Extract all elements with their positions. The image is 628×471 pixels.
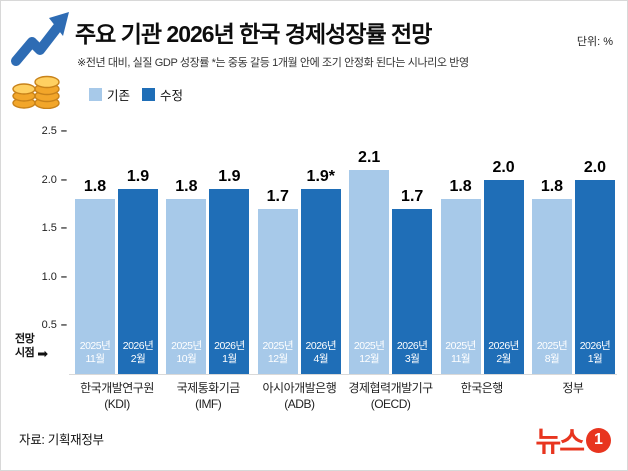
- existing-bar-unit: 1.8 2025년 11월: [440, 178, 481, 374]
- news1-logo: 뉴스 1: [535, 420, 611, 460]
- institution-label: 한국은행: [460, 381, 504, 395]
- legend-label-existing: 기존: [107, 89, 131, 103]
- bar-value-label: 1.9*: [306, 168, 336, 185]
- x-axis-labels: 한국개발연구원 (KDI) 국제통화기금 (IMF) 아시아개발은행 (ADB) 경제협력개…: [75, 380, 615, 412]
- legend-swatch-existing: [89, 88, 102, 101]
- bar-value-label: 1.8: [83, 178, 107, 195]
- bar-date-label: 2025년 11월: [79, 339, 111, 366]
- news1-logo-text: 뉴스: [535, 426, 585, 457]
- existing-bar: 2025년 11월: [75, 199, 115, 374]
- existing-bar-unit: 1.8 2025년 10월: [166, 178, 207, 374]
- legend-label-revised: 수정: [160, 89, 184, 103]
- bar-value-label: 1.9: [218, 168, 241, 185]
- bar-value-label: 1.8: [449, 178, 472, 195]
- bar-value-label: 1.8: [175, 178, 198, 195]
- growth-arrow-coins-icon: [11, 12, 69, 109]
- bar-chart: 1.8 2025년 11월 1.9 2026년 2월 1.8 2025년 10월 1.9 2026년…: [75, 131, 615, 374]
- institution-label: 정부: [562, 381, 584, 395]
- revised-bar-unit: 1.7 2026년 3월: [392, 188, 433, 374]
- bar-date-label: 2026년 3월: [396, 339, 428, 366]
- bar-group: 1.8 2025년 11월 1.9 2026년 2월: [75, 168, 158, 374]
- revised-bar-unit: 1.9 2026년 1월: [209, 168, 250, 374]
- bar-group: 1.8 2025년 10월 1.9 2026년 1월: [166, 168, 250, 374]
- bar-date-label: 2025년 8월: [536, 339, 568, 366]
- y-axis-tick-mark: –: [60, 222, 67, 235]
- y-axis-tick-value: 1.5: [41, 222, 57, 235]
- revised-bar: 2026년 2월: [118, 189, 158, 374]
- y-axis-tick-mark: –: [60, 173, 67, 186]
- revised-bar-unit: 1.9* 2026년 4월: [300, 168, 341, 374]
- revised-bar: 2026년 1월: [574, 180, 615, 374]
- bar-value-label: 1.7: [266, 188, 289, 205]
- bar-value-label: 1.8: [540, 178, 564, 195]
- y-axis-tick-value: 0.5: [41, 319, 57, 332]
- revised-bar-unit: 1.9 2026년 2월: [118, 168, 158, 374]
- y-axis-tick-mark: –: [60, 319, 67, 332]
- legend-swatch-revised: [142, 88, 156, 101]
- bar-value-label: 2.0: [583, 159, 607, 176]
- y-axis-tick: 1.0–: [42, 271, 67, 283]
- y-axis-tick: 2.5–: [42, 125, 67, 137]
- existing-bar: 2025년 12월: [349, 170, 390, 374]
- bar-value-label: 2.0: [492, 159, 515, 176]
- institution-label: 아시아개발은행 (ADB): [262, 381, 337, 412]
- existing-bar: 2025년 8월: [531, 199, 572, 374]
- revised-bar: 2026년 1월: [209, 189, 250, 374]
- unit-label: 단위: %: [576, 36, 613, 48]
- institution-label: 한국개발연구원 (KDI): [80, 381, 154, 412]
- bar-group: 1.7 2025년 12월 1.9* 2026년 4월: [257, 168, 341, 374]
- y-axis-tick-value: 1.0: [41, 270, 57, 283]
- forecast-point-line2: 시점: [15, 347, 35, 360]
- forecast-point-annotation: 전망 시점 ➡: [15, 332, 48, 361]
- y-axis-tick: 0.5–: [42, 319, 67, 331]
- bar-date-label: 2026년 1월: [214, 339, 245, 366]
- bar-date-label: 2026년 1월: [579, 339, 611, 366]
- right-arrow-icon: ➡: [37, 345, 49, 361]
- existing-bar-unit: 1.8 2025년 8월: [531, 178, 572, 374]
- page-title: 주요 기관 2026년 한국 경제성장률 전망: [75, 21, 432, 47]
- bar-date-label: 2026년 2월: [488, 339, 519, 366]
- forecast-point-label: 전망 시점: [15, 332, 35, 361]
- revised-bar: 2026년 3월: [392, 209, 433, 374]
- revised-bar: 2026년 2월: [483, 180, 524, 374]
- y-axis: 0.5–1.0–1.5–2.0–2.5–: [21, 125, 67, 374]
- bar-date-label: 2025년 10월: [171, 339, 202, 366]
- legend: 기존 수정: [89, 85, 183, 104]
- institution-label: 경제협력개발기구 (OECD): [348, 381, 433, 412]
- bar-value-label: 2.1: [358, 149, 381, 166]
- bar-group: 2.1 2025년 12월 1.7 2026년 3월: [349, 149, 433, 374]
- existing-bar-unit: 2.1 2025년 12월: [349, 149, 390, 374]
- y-axis-tick-mark: –: [60, 125, 67, 137]
- x-axis-baseline: [69, 374, 617, 375]
- bar-date-label: 2025년 12월: [262, 339, 294, 366]
- news1-logo-circle: 1: [586, 427, 611, 453]
- bar-date-label: 2026년 4월: [305, 339, 337, 366]
- bar-group: 1.8 2025년 11월 2.0 2026년 2월: [440, 159, 524, 374]
- revised-bar-unit: 2.0 2026년 1월: [574, 159, 615, 374]
- forecast-point-line1: 전망: [15, 333, 35, 345]
- bar-date-label: 2026년 2월: [122, 339, 154, 366]
- revised-bar-unit: 2.0 2026년 2월: [483, 159, 524, 374]
- y-axis-tick: 1.5–: [42, 222, 67, 234]
- y-axis-tick: 2.0–: [42, 174, 67, 186]
- institution-label: 국제통화기금 (IMF): [176, 381, 241, 412]
- source-label: 자료: 기획재정부: [19, 433, 104, 447]
- bar-value-label: 1.9: [126, 168, 150, 185]
- y-axis-tick-value: 2.5: [41, 125, 57, 137]
- bar-group: 1.8 2025년 8월 2.0 2026년 1월: [531, 159, 615, 374]
- revised-bar: 2026년 4월: [300, 189, 341, 374]
- bar-date-label: 2025년 11월: [445, 339, 476, 366]
- y-axis-tick-value: 2.0: [41, 173, 57, 186]
- bar-value-label: 1.7: [401, 188, 424, 205]
- existing-bar-unit: 1.8 2025년 11월: [75, 178, 115, 374]
- existing-bar: 2025년 12월: [257, 209, 298, 374]
- bar-date-label: 2025년 12월: [353, 339, 385, 366]
- footnote: ※전년 대비, 실질 GDP 성장률 *는 중동 갈등 1개월 안에 조기 안정…: [77, 57, 469, 69]
- existing-bar: 2025년 11월: [440, 199, 481, 374]
- y-axis-tick-mark: –: [60, 270, 67, 283]
- existing-bar-unit: 1.7 2025년 12월: [257, 188, 298, 374]
- existing-bar: 2025년 10월: [166, 199, 207, 374]
